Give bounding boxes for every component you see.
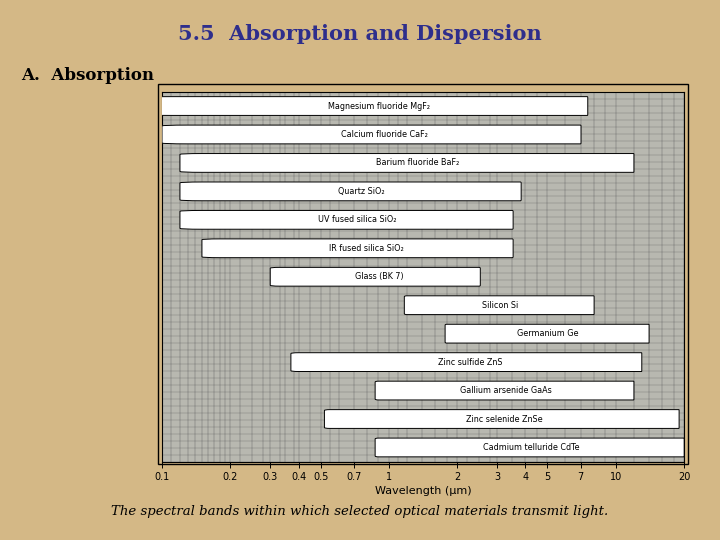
FancyBboxPatch shape: [202, 239, 513, 258]
FancyBboxPatch shape: [180, 211, 513, 229]
Text: Germanium Ge: Germanium Ge: [517, 329, 579, 338]
FancyBboxPatch shape: [270, 267, 480, 286]
Text: A.  Absorption: A. Absorption: [22, 68, 155, 84]
X-axis label: Wavelength (μm): Wavelength (μm): [374, 487, 472, 496]
Text: UV fused silica SiO₂: UV fused silica SiO₂: [318, 215, 397, 224]
FancyBboxPatch shape: [180, 153, 634, 172]
Text: Zinc sulfide ZnS: Zinc sulfide ZnS: [438, 357, 503, 367]
FancyBboxPatch shape: [140, 97, 588, 116]
Text: Quartz SiO₂: Quartz SiO₂: [338, 187, 384, 196]
FancyBboxPatch shape: [325, 410, 679, 428]
Text: The spectral bands within which selected optical materials transmit light.: The spectral bands within which selected…: [112, 505, 608, 518]
Text: Silicon Si: Silicon Si: [482, 301, 518, 310]
Text: Magnesium fluoride MgF₂: Magnesium fluoride MgF₂: [328, 102, 431, 111]
FancyBboxPatch shape: [375, 438, 684, 457]
FancyBboxPatch shape: [405, 296, 594, 315]
Text: IR fused silica SiO₂: IR fused silica SiO₂: [329, 244, 403, 253]
Text: Cadmium telluride CdTe: Cadmium telluride CdTe: [483, 443, 580, 452]
Text: Zinc selenide ZnSe: Zinc selenide ZnSe: [466, 415, 543, 423]
FancyBboxPatch shape: [162, 125, 581, 144]
Text: Barium fluoride BaF₂: Barium fluoride BaF₂: [376, 158, 459, 167]
Text: 5.5  Absorption and Dispersion: 5.5 Absorption and Dispersion: [178, 24, 542, 44]
Text: Calcium fluoride CaF₂: Calcium fluoride CaF₂: [341, 130, 428, 139]
Text: Glass (BK 7): Glass (BK 7): [355, 272, 404, 281]
Text: Gallium arsenide GaAs: Gallium arsenide GaAs: [460, 386, 552, 395]
FancyBboxPatch shape: [375, 381, 634, 400]
FancyBboxPatch shape: [445, 324, 649, 343]
FancyBboxPatch shape: [180, 182, 521, 201]
FancyBboxPatch shape: [291, 353, 642, 372]
